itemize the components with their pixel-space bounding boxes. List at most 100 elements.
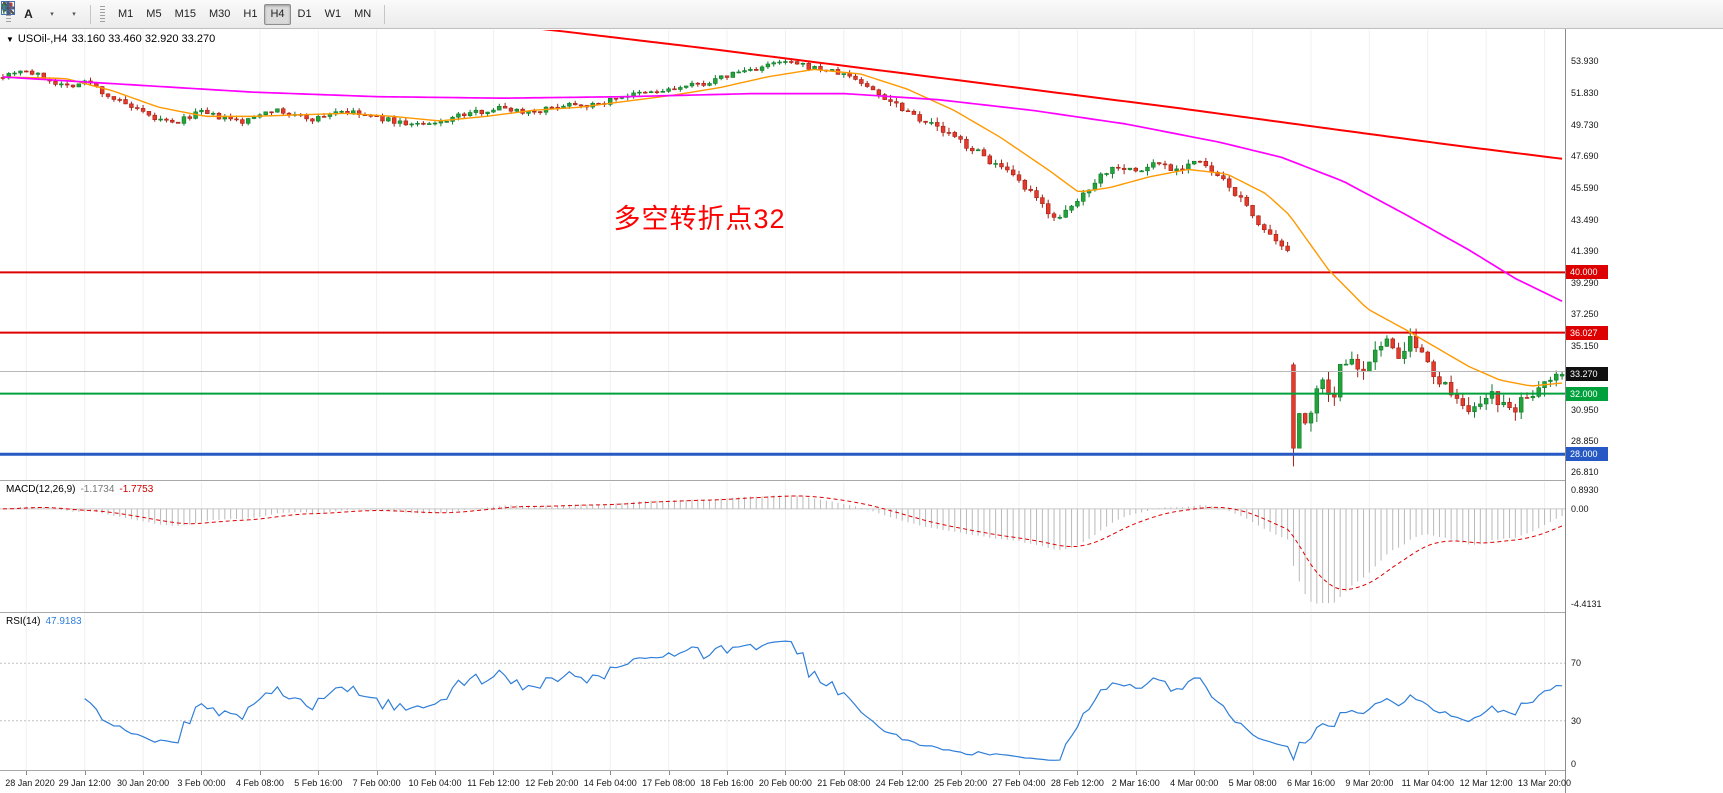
zoom-out-button[interactable] <box>1 1 463 25</box>
timeframe-button-h1[interactable]: H1 <box>243 8 258 20</box>
price-label: 51.830 <box>1571 88 1599 99</box>
time-label: 9 Mar 20:00 <box>1345 778 1394 788</box>
timeframe-button-d1[interactable]: D1 <box>297 8 312 20</box>
candle <box>929 122 934 124</box>
time-tick <box>376 771 378 775</box>
candle <box>421 122 426 125</box>
candle <box>1337 364 1343 398</box>
candle <box>146 111 152 116</box>
candle <box>1010 169 1016 176</box>
candle <box>742 70 747 73</box>
candle <box>1098 173 1103 184</box>
candle <box>70 84 76 88</box>
panel-separator[interactable] <box>0 770 1565 771</box>
ma-slow-red <box>541 30 1563 160</box>
candle <box>234 118 239 121</box>
candle <box>1559 374 1565 377</box>
candle <box>1256 215 1261 225</box>
candle <box>135 107 140 109</box>
time-label: 12 Mar 12:00 <box>1459 778 1513 788</box>
candle <box>1133 167 1138 172</box>
candle <box>164 118 169 121</box>
zoom-in-button[interactable] <box>1 1 438 25</box>
time-tick <box>1194 771 1196 775</box>
candle <box>1472 406 1477 412</box>
candle <box>479 109 484 115</box>
timeframe-button-m30[interactable]: M30 <box>208 8 231 20</box>
candle <box>549 106 555 109</box>
time-label: 13 Mar 20:00 <box>1518 778 1572 788</box>
time-tick <box>1544 771 1546 775</box>
time-label: 4 Mar 00:00 <box>1170 778 1219 788</box>
candle <box>1238 195 1244 198</box>
candle <box>643 91 648 94</box>
candle <box>105 93 111 97</box>
line-studies-button[interactable]: ▾ <box>1 1 83 25</box>
price-label: 35.150 <box>1571 340 1599 351</box>
timeframe-button-m5[interactable]: M5 <box>146 8 162 20</box>
panel-separator[interactable] <box>0 612 1565 613</box>
chart-annotation-text[interactable]: 多空转折点32 <box>613 203 786 234</box>
timeframe-button-h4[interactable]: H4 <box>264 3 291 25</box>
rsi-panel-canvas[interactable] <box>0 614 1565 770</box>
time-tick <box>435 771 437 775</box>
macd-panel-canvas[interactable] <box>0 482 1565 612</box>
candle <box>1273 234 1279 242</box>
text-tool-button[interactable]: A <box>24 7 33 21</box>
time-label: 28 Feb 12:00 <box>1050 778 1104 788</box>
panel-separator[interactable] <box>0 480 1565 481</box>
candle <box>12 72 17 75</box>
time-tick <box>1427 771 1429 775</box>
time-tick <box>1369 771 1371 775</box>
time-label: 14 Feb 04:00 <box>583 778 637 788</box>
time-tick <box>551 771 553 775</box>
candle <box>1051 213 1057 218</box>
candle <box>1045 203 1051 215</box>
price-scale[interactable]: 53.930 51.830 49.730 47.690 45.590 43.490 41.3… <box>1565 29 1723 793</box>
timeframe-button-w1[interactable]: W1 <box>324 8 342 20</box>
candle <box>491 109 496 113</box>
rsi-name: RSI(14) <box>6 616 41 627</box>
time-tick <box>201 771 203 775</box>
time-label: 6 Mar 16:00 <box>1286 778 1335 788</box>
candle <box>894 101 899 104</box>
candle <box>911 111 917 115</box>
candle <box>701 83 706 86</box>
candle <box>1402 350 1407 359</box>
candle <box>1127 167 1133 170</box>
candle <box>748 69 753 71</box>
timeframe-button-mn[interactable]: MN <box>354 8 372 20</box>
candle <box>1116 166 1121 169</box>
candle <box>175 121 181 124</box>
tile-windows-button[interactable] <box>1 1 488 25</box>
candles-series <box>0 58 1565 467</box>
time-label: 18 Feb 16:00 <box>700 778 754 788</box>
rsi-line <box>84 640 1563 762</box>
timeframe-button-m1[interactable]: M1 <box>118 8 134 20</box>
candle <box>718 75 724 79</box>
candle <box>876 89 882 95</box>
candle <box>397 120 403 124</box>
candle <box>1507 402 1512 408</box>
candle <box>1005 166 1010 171</box>
candle <box>1227 178 1232 188</box>
main-chart-canvas[interactable] <box>0 30 1565 480</box>
candles-button[interactable] <box>2 1 413 25</box>
candle <box>281 108 286 114</box>
candle <box>777 61 782 64</box>
candle <box>1332 394 1337 398</box>
ohlc-values: 33.160 33.460 32.920 33.270 <box>71 33 216 45</box>
candle <box>1536 387 1541 397</box>
candle <box>724 75 730 78</box>
timeframe-button-m15[interactable]: M15 <box>174 8 196 20</box>
cursor-tool-button[interactable]: ▾ <box>3 1 61 25</box>
chart-area[interactable]: 53.930 51.830 49.730 47.690 45.590 43.490 41.3… <box>0 29 1723 793</box>
candle <box>1168 164 1174 171</box>
toolbar-grip[interactable] <box>100 6 105 22</box>
time-scale[interactable]: 28 Jan 2020 29 Jan 12:00 30 Jan 20:00 3 Feb… <box>0 771 1571 793</box>
hline-price-box: 32.000 <box>1566 386 1608 401</box>
candle <box>870 86 876 91</box>
macd-scale-label: 0.8930 <box>1571 484 1599 495</box>
chart-dropdown-icon[interactable]: ▼ <box>6 35 14 44</box>
candle <box>35 72 41 75</box>
